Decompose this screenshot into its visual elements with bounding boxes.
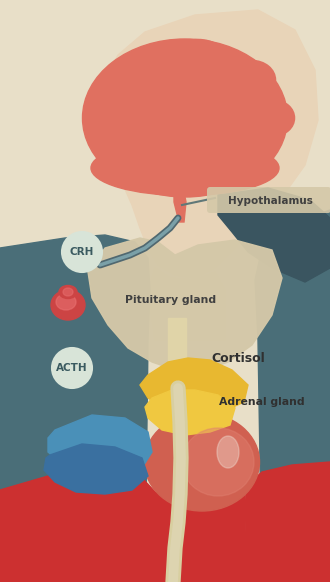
Ellipse shape xyxy=(56,294,76,310)
Polygon shape xyxy=(255,210,330,582)
Ellipse shape xyxy=(110,131,154,159)
Polygon shape xyxy=(148,268,225,340)
Bar xyxy=(168,318,186,388)
Ellipse shape xyxy=(217,436,239,468)
Ellipse shape xyxy=(82,39,287,197)
Text: CRH: CRH xyxy=(70,247,94,257)
Polygon shape xyxy=(100,10,318,278)
Polygon shape xyxy=(218,188,330,282)
Polygon shape xyxy=(174,182,186,222)
Text: ACTH: ACTH xyxy=(56,363,88,373)
Polygon shape xyxy=(44,444,148,494)
Ellipse shape xyxy=(182,428,254,496)
Circle shape xyxy=(62,232,102,272)
Text: Cortisol: Cortisol xyxy=(211,352,265,364)
Text: Hypothalamus: Hypothalamus xyxy=(228,196,313,206)
Ellipse shape xyxy=(63,288,73,296)
Ellipse shape xyxy=(164,136,216,164)
Circle shape xyxy=(52,348,92,388)
Ellipse shape xyxy=(145,413,259,511)
Polygon shape xyxy=(0,235,150,582)
Polygon shape xyxy=(48,415,152,476)
Ellipse shape xyxy=(226,138,270,166)
FancyBboxPatch shape xyxy=(207,187,330,213)
Ellipse shape xyxy=(91,140,279,196)
Ellipse shape xyxy=(196,80,240,116)
Polygon shape xyxy=(140,358,248,415)
Ellipse shape xyxy=(90,103,126,133)
Ellipse shape xyxy=(51,290,85,320)
Polygon shape xyxy=(244,462,330,582)
Ellipse shape xyxy=(59,286,77,299)
Bar xyxy=(148,492,244,582)
Polygon shape xyxy=(88,238,282,372)
Text: Adrenal gland: Adrenal gland xyxy=(219,397,305,407)
Polygon shape xyxy=(0,470,162,582)
Text: Pituitary gland: Pituitary gland xyxy=(125,295,216,305)
Ellipse shape xyxy=(148,74,192,110)
Ellipse shape xyxy=(169,40,227,80)
Ellipse shape xyxy=(103,66,141,98)
Ellipse shape xyxy=(256,101,294,135)
Polygon shape xyxy=(145,390,235,435)
Ellipse shape xyxy=(124,50,172,90)
Ellipse shape xyxy=(229,61,275,99)
